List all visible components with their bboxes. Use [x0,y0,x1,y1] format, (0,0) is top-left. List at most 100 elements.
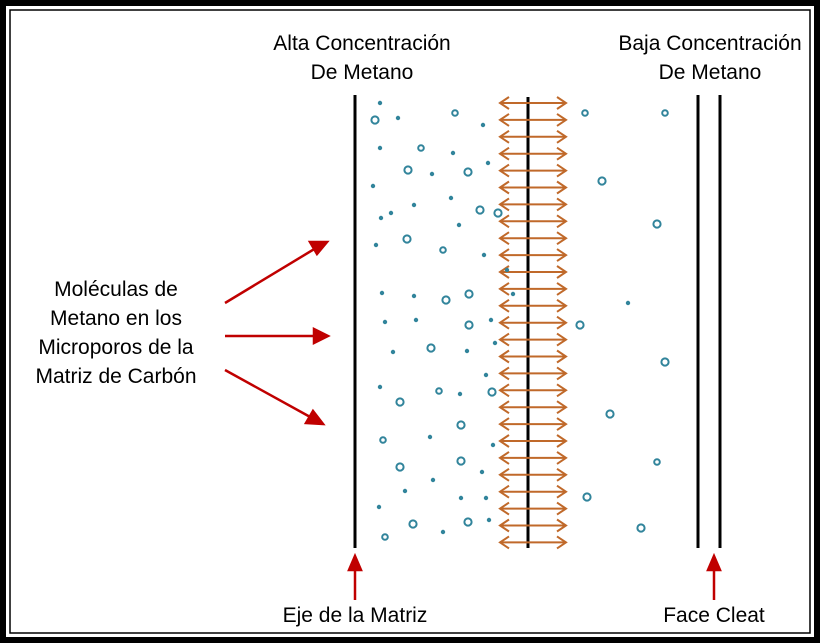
diffusion-arrow-head-left [498,417,510,431]
methane-molecule [458,495,464,501]
high-concentration-label-line1: Alta Concentración [273,32,450,55]
diffusion-arrow-head-left [498,451,510,465]
diffusion-arrow-head-right [556,501,568,516]
methane-molecule [481,252,487,258]
diffusion-arrow-head-left [498,535,510,550]
methane-molecule [653,458,661,466]
methane-molecule [475,205,485,215]
methane-molecule [370,183,376,189]
molecules-label-line2: Metano en los [50,307,182,330]
diffusion-arrow-head-left [498,282,510,296]
methane-molecule [440,529,446,535]
methane-molecule [403,165,413,175]
methane-molecule [402,488,408,494]
diffusion-arrow-head-right [556,535,568,550]
methane-molecule [390,349,396,355]
inner-frame [9,9,811,634]
diffusion-arrow-head-right [556,451,568,465]
face-cleat-label: Face Cleat [663,604,765,627]
diffusion-arrow-head-left [498,383,510,398]
methane-molecule [660,357,670,367]
diffusion-arrow-head-left [498,248,510,262]
diffusion-arrow-head-right [556,298,568,313]
methane-molecule [487,387,497,397]
pointer-arrow-lower-head [303,408,326,426]
methane-molecule [395,462,405,472]
diffusion-arrow-head-right [556,214,568,229]
diffusion-arrow-head-left [498,349,510,364]
methane-molecule [464,289,474,299]
methane-molecule [504,267,510,273]
diffusion-arrow-head-left [498,315,510,330]
methane-molecule [435,387,443,395]
methane-molecule [575,320,585,330]
low-concentration-label-line2: De Metano [659,61,762,84]
matrix-axis-label: Eje de la Matriz [283,604,428,627]
diffusion-arrow-head-left [498,214,510,229]
methane-molecule [457,391,463,397]
methane-molecule [483,495,489,501]
diffusion-arrow-head-left [498,518,510,533]
methane-molecule [413,317,419,323]
pointer-arrow-upper [224,246,317,305]
diffusion-arrow-head-left [498,265,510,279]
methane-molecule [450,150,456,156]
methane-molecule [379,290,385,296]
methane-molecule [464,348,470,354]
methane-molecule [448,195,454,201]
methane-molecule [411,293,417,299]
diffusion-arrow-head-right [556,197,568,212]
methane-molecule [426,343,436,353]
diffusion-arrow-head-left [498,96,510,110]
methane-molecule [636,523,646,533]
methane-molecule [439,246,447,254]
methane-molecule [464,320,474,330]
pointer-arrow-lower [224,368,313,420]
diffusion-arrow-head-left [498,146,510,161]
diffusion-arrow-head-right [556,434,568,448]
diffusion-arrow-head-right [556,366,568,381]
diffusion-arrow-head-left [498,180,510,195]
molecules-label-line1: Moléculas de [54,278,178,301]
diffusion-arrow-head-left [498,163,510,178]
methane-molecule [377,100,383,106]
diffusion-arrow-head-left [498,434,510,448]
methane-molecule [402,234,412,244]
methane-molecule [493,208,503,218]
diffusion-arrow-head-right [556,248,568,262]
diffusion-arrow-head-right [556,129,568,144]
methane-molecule [379,436,387,444]
methane-molecule [486,517,492,523]
low-concentration-label-line1: Baja Concentración [618,32,801,55]
diffusion-arrow-head-left [498,400,510,415]
matrix-axis-arrow-head [347,552,363,572]
diffusion-arrow-head-right [556,349,568,364]
diffusion-arrow-head-right [556,282,568,296]
methane-molecule [510,291,516,297]
methane-molecule [381,533,389,541]
diffusion-arrow-head-right [556,180,568,195]
diffusion-arrow-head-left [498,501,510,516]
methane-molecule [605,409,615,419]
diffusion-arrow-head-right [556,332,568,347]
methane-molecule [492,340,498,346]
bottom-arrows [347,552,722,600]
methane-molecule [479,469,485,475]
diffusion-arrow-head-left [498,129,510,144]
methane-molecule [430,477,436,483]
methane-molecule [429,171,435,177]
diffusion-arrow-head-left [498,332,510,347]
diffusion-arrow-head-left [498,113,510,127]
methane-molecule [597,176,607,186]
molecules-label-line4: Matriz de Carbón [35,365,196,388]
pointer-arrow-middle-head [312,326,331,346]
methane-molecule [378,215,384,221]
methane-molecule [382,319,388,325]
diffusion-arrow-head-right [556,400,568,415]
diffusion-arrow-head-right [556,146,568,161]
methane-molecule [463,167,473,177]
molecules-label-line3: Microporos de la [38,336,194,359]
methane-molecule [373,242,379,248]
high-concentration-label-line2: De Metano [311,61,414,84]
